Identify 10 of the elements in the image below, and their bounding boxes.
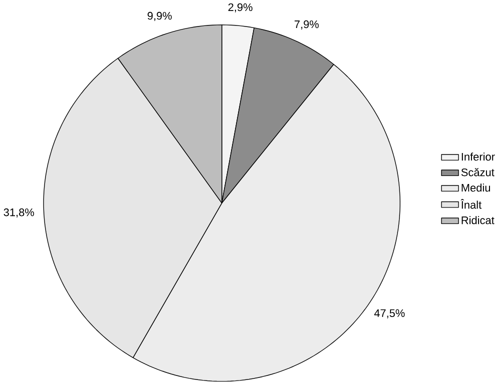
legend-label: Inferior [462, 152, 495, 161]
legend-label: Scăzut [461, 168, 494, 176]
legend-label: Mediu [462, 184, 490, 192]
data-label: 9,9% [148, 12, 172, 22]
data-label: 7,9% [294, 20, 319, 30]
legend-label: Ridicat [462, 216, 494, 224]
data-label: 2,9% [228, 3, 252, 13]
legend-label: Înalt [460, 199, 482, 209]
data-label: 47,5% [374, 309, 405, 318]
data-label: 31,8% [4, 208, 34, 218]
